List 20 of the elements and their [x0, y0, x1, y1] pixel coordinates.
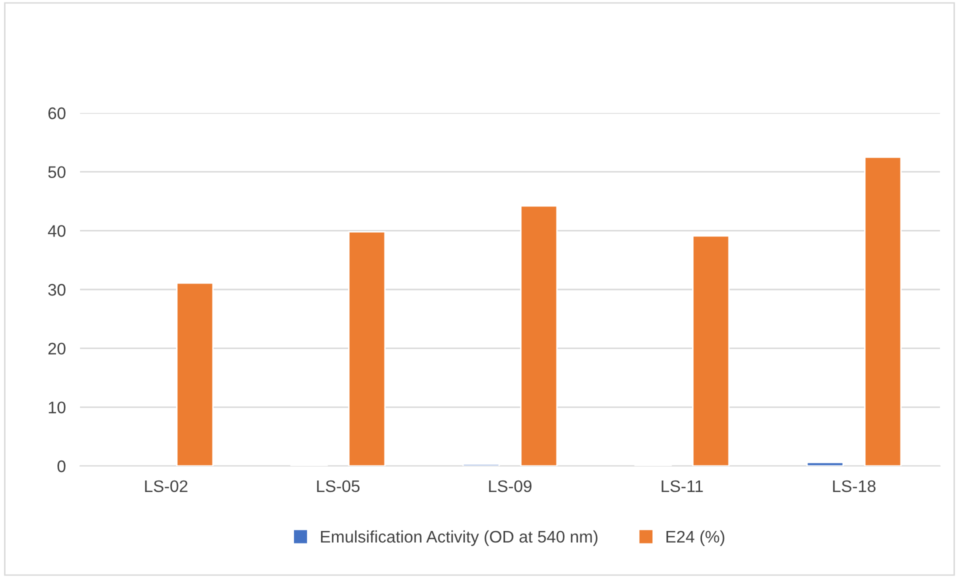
y-tick-label: 10 — [48, 402, 66, 414]
legend-label: E24 (%) — [666, 530, 724, 546]
x-tick-label: LS-09 — [489, 480, 532, 492]
y-tick-label: 60 — [48, 107, 66, 120]
legend-label: Emulsification Activity (OD at 540 nm) — [321, 530, 598, 546]
x-tick-label: LS-11 — [662, 480, 703, 492]
x-tick-label: LS-18 — [833, 480, 876, 492]
bar — [692, 235, 730, 466]
bar — [520, 205, 558, 466]
y-tick-label: 50 — [48, 166, 66, 178]
y-tick-label: 40 — [48, 225, 66, 237]
bar — [176, 282, 214, 466]
bar — [806, 462, 844, 466]
x-tick-label: LS-05 — [317, 480, 360, 492]
y-tick-label: 30 — [48, 284, 66, 296]
y-tick-label: 20 — [48, 342, 66, 355]
x-tick-label: LS-02 — [145, 480, 188, 492]
y-tick-label: 0 — [57, 460, 66, 472]
bar — [348, 231, 386, 466]
bar — [864, 156, 902, 466]
